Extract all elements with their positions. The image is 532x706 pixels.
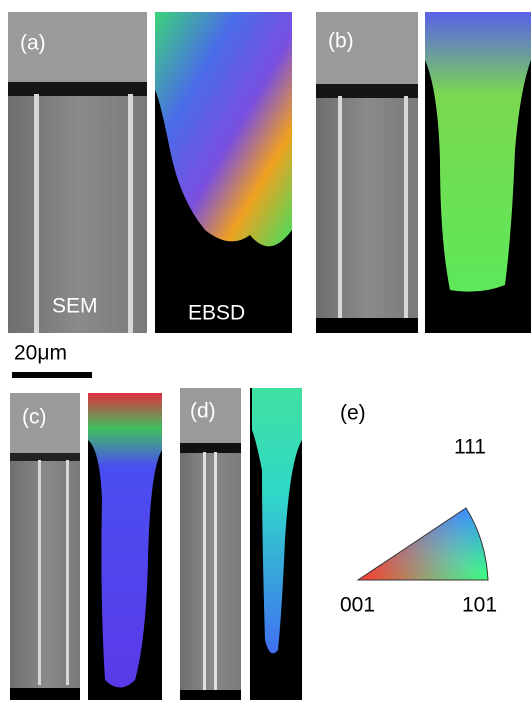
- sem-image-a: [8, 12, 147, 333]
- corner-label: 101: [462, 594, 497, 617]
- ebsd-map-a: [155, 12, 292, 333]
- sem-image-d: [180, 388, 241, 700]
- panel-label: (a): [20, 32, 46, 55]
- corner-label: 111: [454, 436, 486, 459]
- ebsd-map-c: [88, 393, 162, 700]
- panel-label: (c): [22, 406, 47, 429]
- scale-bar-label: 20μm: [14, 342, 67, 365]
- ebsd-label: EBSD: [188, 302, 245, 325]
- ebsd-map-d: [250, 388, 302, 700]
- ipf-triangle: [350, 500, 500, 590]
- sem-label: SEM: [52, 295, 98, 318]
- ebsd-map-b: [425, 12, 531, 333]
- panel-label: (e): [340, 402, 366, 425]
- panel-label: (b): [328, 30, 354, 53]
- sem-image-b: [316, 12, 418, 333]
- sem-image-c: [10, 393, 80, 700]
- corner-label: 001: [340, 594, 375, 617]
- figure: (a) SEM EBSD (b) 20μm (c): [0, 0, 532, 706]
- panel-label: (d): [190, 400, 216, 423]
- scale-bar: [12, 372, 92, 378]
